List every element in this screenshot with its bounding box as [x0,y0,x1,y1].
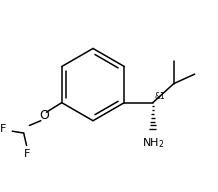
Text: F: F [0,124,6,134]
Text: F: F [24,149,31,159]
Text: &1: &1 [155,92,165,101]
Text: O: O [40,109,49,122]
Text: NH$_2$: NH$_2$ [141,136,164,150]
